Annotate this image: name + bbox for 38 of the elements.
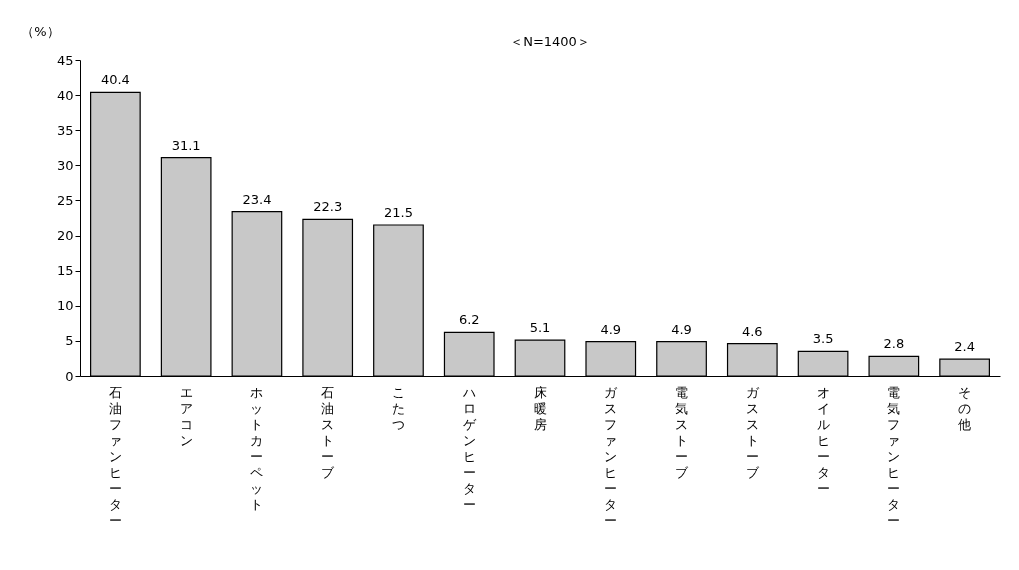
x-tick-label: ホットカーペット	[250, 384, 264, 512]
data-label: 40.4	[100, 72, 130, 88]
data-label: 6.2	[458, 312, 480, 328]
text: ＜N=1400＞	[510, 34, 590, 49]
x-tick-label: 電気ストーブ	[675, 384, 690, 480]
x-tick-label: ハロゲンヒーター	[461, 384, 477, 512]
y-tick-label: 0	[65, 368, 74, 384]
x-tick-label: 石油ストーブ	[321, 384, 336, 480]
category-label: 石油ファンヒーター	[108, 384, 122, 528]
x-tick-label: エアコン	[179, 384, 193, 448]
data-label: 4.6	[741, 323, 763, 339]
y-tick-label: 15	[56, 263, 74, 279]
y-tick-label: 20	[56, 228, 74, 244]
data-label: 4.9	[671, 321, 692, 337]
y-tick-label: 30	[56, 157, 74, 173]
data-label: 2.8	[883, 336, 905, 352]
y-tick-label: 5	[65, 333, 74, 349]
y-axis-title: （%）	[21, 23, 60, 39]
data-label: 21.5	[383, 205, 413, 221]
x-tick-label: ガスストーブ	[745, 384, 760, 480]
category-label: ガスファンヒーター	[604, 384, 618, 528]
y-tick-label: 25	[56, 192, 74, 208]
x-tick-label: 床暖房	[533, 384, 547, 432]
y-tick-label: 10	[56, 298, 74, 314]
y-tick-label: 40	[56, 87, 74, 103]
data-label: 3.5	[812, 331, 834, 347]
x-tick-label: その他	[958, 384, 972, 432]
data-label: 22.3	[313, 199, 343, 215]
data-label: 23.4	[242, 191, 272, 207]
data-label: 5.1	[529, 320, 551, 336]
x-tick-label: オイルヒーター	[816, 384, 830, 496]
data-label: 4.9	[600, 321, 622, 337]
y-tick-label: 45	[56, 52, 74, 68]
x-tick-label: こたつ	[391, 384, 405, 432]
data-label: 31.1	[171, 137, 201, 153]
data-label: 2.4	[954, 339, 975, 355]
category-label: 電気ファンヒーター	[887, 384, 901, 528]
y-tick-label: 35	[56, 122, 74, 138]
